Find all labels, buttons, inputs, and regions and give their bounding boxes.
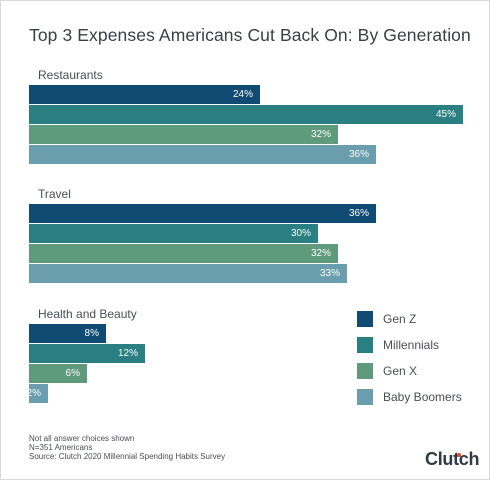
legend-swatch	[357, 337, 373, 353]
category-label-restaurants: Restaurants	[38, 68, 103, 82]
bar-value-label: 45%	[435, 109, 456, 120]
bar-restaurants-gen-z	[29, 85, 260, 104]
category-label-health-and-beauty: Health and Beauty	[38, 307, 137, 321]
bar-value-label: 6%	[65, 368, 80, 379]
bar-travel-baby-boomers	[29, 264, 347, 283]
legend-swatch	[357, 389, 373, 405]
chart-title: Top 3 Expenses Americans Cut Back On: By…	[29, 25, 471, 45]
bar-health-and-beauty-gen-z	[29, 324, 106, 343]
bar-travel-gen-x	[29, 244, 338, 263]
footnote-line-2: N=351 Americans	[29, 443, 93, 452]
footnote-line-1: Not all answer choices shown	[29, 434, 135, 443]
legend-swatch	[357, 363, 373, 379]
legend-item-baby-boomers: Baby Boomers	[357, 389, 487, 407]
bar-health-and-beauty-baby-boomers	[29, 384, 48, 403]
legend-label: Baby Boomers	[383, 390, 462, 404]
bar-value-label: 8%	[84, 328, 99, 339]
bar-value-label: 30%	[290, 228, 311, 239]
legend-item-gen-x: Gen X	[357, 363, 487, 381]
bar-value-label: 36%	[348, 149, 369, 160]
bar-restaurants-millennials	[29, 105, 463, 124]
bar-restaurants-baby-boomers	[29, 145, 376, 164]
bar-travel-gen-z	[29, 204, 376, 223]
legend-swatch	[357, 311, 373, 327]
brand-logo: Clutch	[425, 449, 480, 470]
bar-health-and-beauty-millennials	[29, 344, 145, 363]
bar-value-label: 2%	[26, 388, 41, 399]
bar-travel-millennials	[29, 224, 318, 243]
legend-label: Gen X	[383, 364, 418, 378]
bar-health-and-beauty-gen-x	[29, 364, 87, 383]
bar-value-label: 32%	[310, 129, 331, 140]
legend-label: Gen Z	[383, 312, 417, 326]
bar-restaurants-gen-x	[29, 125, 338, 144]
bar-value-label: 12%	[117, 348, 138, 359]
legend-item-gen-z: Gen Z	[357, 311, 487, 329]
bar-value-label: 36%	[348, 208, 369, 219]
brand-text: Clutch	[425, 449, 480, 469]
category-label-travel: Travel	[38, 187, 71, 201]
bar-value-label: 24%	[232, 89, 253, 100]
brand-logo-dot	[457, 453, 461, 457]
bar-value-label: 33%	[319, 268, 340, 279]
bar-value-label: 32%	[310, 248, 331, 259]
legend-label: Millennials	[383, 338, 440, 352]
footnote-line-3: Source: Clutch 2020 Millennial Spending …	[29, 452, 226, 461]
legend-item-millennials: Millennials	[357, 337, 487, 355]
